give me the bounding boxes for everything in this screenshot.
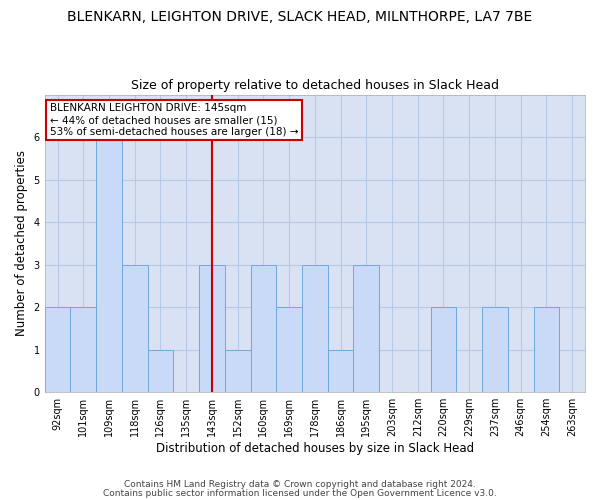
Bar xyxy=(199,264,225,392)
Bar xyxy=(96,137,122,392)
X-axis label: Distribution of detached houses by size in Slack Head: Distribution of detached houses by size … xyxy=(156,442,474,455)
Bar xyxy=(533,307,559,392)
Bar xyxy=(302,264,328,392)
Bar xyxy=(70,307,96,392)
Bar xyxy=(276,307,302,392)
Y-axis label: Number of detached properties: Number of detached properties xyxy=(15,150,28,336)
Text: Contains HM Land Registry data © Crown copyright and database right 2024.: Contains HM Land Registry data © Crown c… xyxy=(124,480,476,489)
Bar xyxy=(44,307,70,392)
Text: BLENKARN LEIGHTON DRIVE: 145sqm
← 44% of detached houses are smaller (15)
53% of: BLENKARN LEIGHTON DRIVE: 145sqm ← 44% of… xyxy=(50,104,299,136)
Text: Contains public sector information licensed under the Open Government Licence v3: Contains public sector information licen… xyxy=(103,488,497,498)
Bar xyxy=(353,264,379,392)
Bar xyxy=(328,350,353,392)
Bar xyxy=(431,307,457,392)
Bar xyxy=(482,307,508,392)
Bar xyxy=(251,264,276,392)
Bar xyxy=(225,350,251,392)
Bar xyxy=(122,264,148,392)
Bar xyxy=(148,350,173,392)
Title: Size of property relative to detached houses in Slack Head: Size of property relative to detached ho… xyxy=(131,79,499,92)
Text: BLENKARN, LEIGHTON DRIVE, SLACK HEAD, MILNTHORPE, LA7 7BE: BLENKARN, LEIGHTON DRIVE, SLACK HEAD, MI… xyxy=(67,10,533,24)
